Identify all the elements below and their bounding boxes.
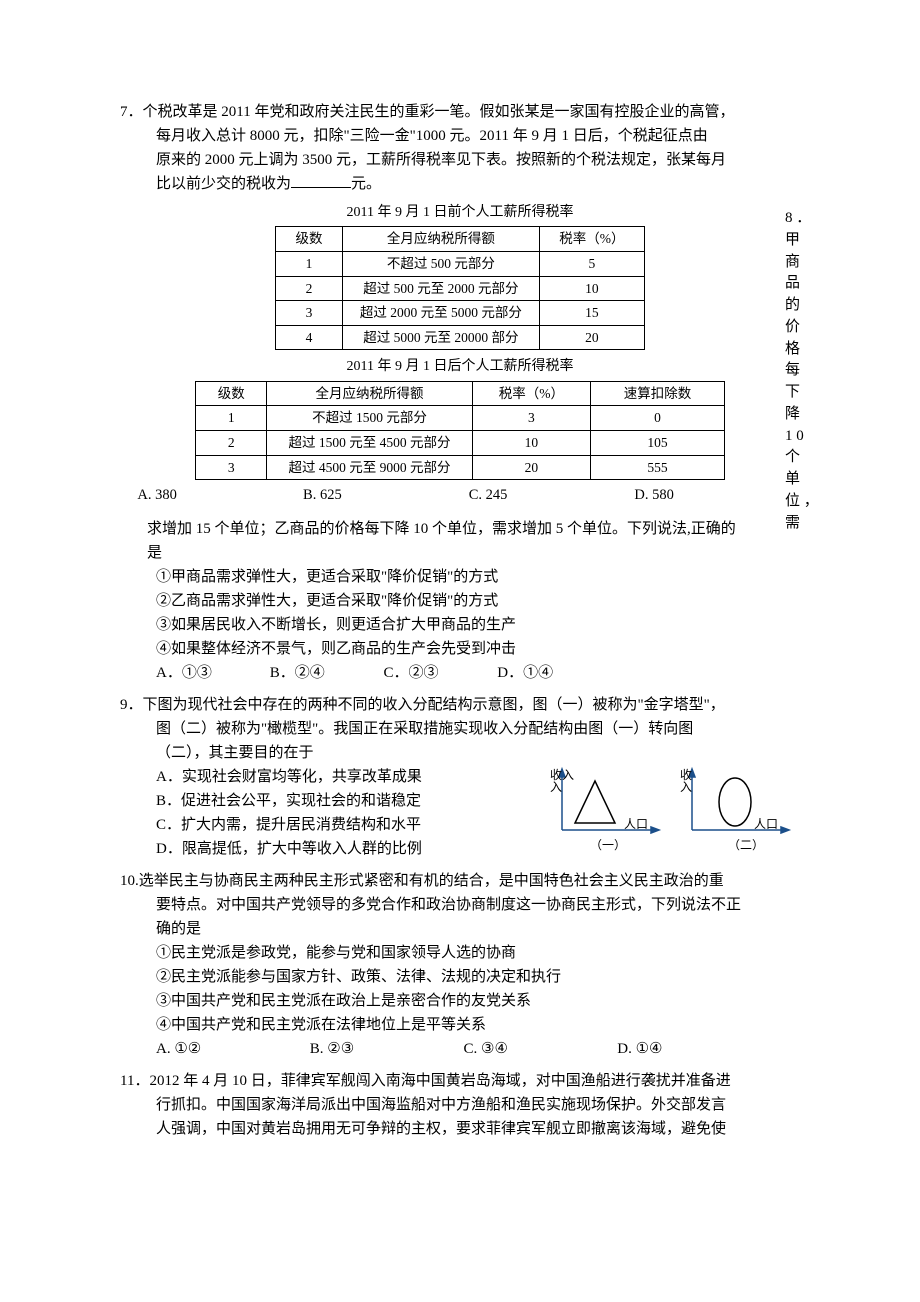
q8-o2: ②乙商品需求弹性大，更适合采取"降价促销"的方式 bbox=[120, 589, 800, 613]
t2-h1: 全月应纳税所得额 bbox=[267, 381, 472, 406]
q7-l3: 原来的 2000 元上调为 3500 元，工薪所得税率见下表。按照新的个税法规定… bbox=[120, 148, 800, 172]
t1r4c2: 超过 5000 元至 20000 部分 bbox=[342, 325, 539, 350]
t2r1c4: 0 bbox=[591, 406, 725, 431]
q7-line1: 7．个税改革是 2011 年党和政府关注民生的重彩一笔。假如张某是一家国有控股企… bbox=[120, 100, 800, 124]
t1r2c2: 超过 500 元至 2000 元部分 bbox=[342, 276, 539, 301]
q8-o1: ①甲商品需求弹性大，更适合采取"降价促销"的方式 bbox=[120, 565, 800, 589]
t1r3c2: 超过 2000 元至 5000 元部分 bbox=[342, 301, 539, 326]
q10-l2: 要特点。对中国共产党领导的多党合作和政治协商制度这一协商民主形式，下列说法不正 bbox=[120, 893, 800, 917]
blank-fill[interactable] bbox=[291, 172, 351, 188]
q10-opt-d[interactable]: D. ①④ bbox=[617, 1037, 767, 1061]
q7-number: 7． bbox=[120, 104, 143, 120]
q10-options: A. ①② B. ②③ C. ③④ D. ①④ bbox=[120, 1037, 800, 1061]
t2r1c1: 1 bbox=[196, 406, 267, 431]
question-10: 10.选举民主与协商民主两种民主形式紧密和有机的结合，是中国特色社会主义民主政治… bbox=[120, 869, 800, 1061]
t2-h2: 税率（%） bbox=[472, 381, 590, 406]
t2r2c2: 超过 1500 元至 4500 元部分 bbox=[267, 430, 472, 455]
t1r3c1: 3 bbox=[276, 301, 343, 326]
q7-l1: 个税改革是 2011 年党和政府关注民生的重彩一笔。假如张某是一家国有控股企业的… bbox=[143, 104, 735, 120]
t1r1c3: 5 bbox=[539, 251, 644, 276]
q7-opt-c[interactable]: C. 245 bbox=[469, 484, 635, 507]
q10-opt-a[interactable]: A. ①② bbox=[156, 1037, 306, 1061]
q8-o4: ④如果整体经济不景气，则乙商品的生产会先受到冲击 bbox=[120, 637, 800, 661]
t1r1c2: 不超过 500 元部分 bbox=[342, 251, 539, 276]
q10-o3: ③中国共产党和民主党派在政治上是亲密合作的友党关系 bbox=[120, 989, 800, 1013]
diag-x2: 人口 bbox=[754, 817, 778, 831]
t2-h3: 速算扣除数 bbox=[591, 381, 725, 406]
t1-h2: 税率（%） bbox=[539, 227, 644, 252]
q11-l2: 行抓扣。中国国家海洋局派出中国海监船对中方渔船和渔民实施现场保护。外交部发言 bbox=[120, 1093, 800, 1117]
q8-vertical-text: 8．甲商品的价格每下降10个单位，需 bbox=[785, 208, 800, 534]
t2r2c3: 10 bbox=[472, 430, 590, 455]
q11-line1: 11．2012 年 4 月 10 日，菲律宾军舰闯入南海中国黄岩岛海域，对中国渔… bbox=[120, 1069, 800, 1093]
t2r3c3: 20 bbox=[472, 455, 590, 480]
diag-x1: 人口 bbox=[624, 817, 648, 831]
t1r1c1: 1 bbox=[276, 251, 343, 276]
q7-options: A. 380 B. 625 C. 245 D. 580 bbox=[120, 482, 800, 509]
t2r3c1: 3 bbox=[196, 455, 267, 480]
q10-line1: 10.选举民主与协商民主两种民主形式紧密和有机的结合，是中国特色社会主义民主政治… bbox=[120, 869, 800, 893]
t2r1c2: 不超过 1500 元部分 bbox=[267, 406, 472, 431]
q8-cont1: 求增加 15 个单位；乙商品的价格每下降 10 个单位，需求增加 5 个单位。下… bbox=[120, 517, 800, 541]
table2-title: 2011 年 9 月 1 日后个人工薪所得税率 bbox=[120, 356, 800, 378]
tax-table-before: 级数 全月应纳税所得额 税率（%） 1不超过 500 元部分5 2超过 500 … bbox=[275, 226, 645, 350]
q7-l4b: 元。 bbox=[351, 176, 381, 192]
q8-opt-d[interactable]: D．①④ bbox=[497, 661, 607, 685]
q8-options: A．①③ B．②④ C．②③ D．①④ bbox=[120, 661, 800, 685]
q8-opt-c[interactable]: C．②③ bbox=[384, 661, 494, 685]
q9-number: 9． bbox=[120, 697, 143, 713]
q10-o1: ①民主党派是参政党，能参与党和国家领导人选的协商 bbox=[120, 941, 800, 965]
q7-l2: 每月收入总计 8000 元，扣除"三险一金"1000 元。2011 年 9 月 … bbox=[120, 124, 800, 148]
q8-cont2: 是 bbox=[120, 541, 800, 565]
q10-opt-c[interactable]: C. ③④ bbox=[464, 1037, 614, 1061]
q9-line1: 9．下图为现代社会中存在的两种不同的收入分配结构示意图，图（一）被称为"金字塔型… bbox=[120, 693, 800, 717]
diag-cap2: （二） bbox=[728, 838, 764, 852]
t1r2c3: 10 bbox=[539, 276, 644, 301]
t2-h0: 级数 bbox=[196, 381, 267, 406]
q8-opt-b[interactable]: B．②④ bbox=[270, 661, 380, 685]
t2r2c4: 105 bbox=[591, 430, 725, 455]
t1r4c3: 20 bbox=[539, 325, 644, 350]
t2r2c1: 2 bbox=[196, 430, 267, 455]
q7-opt-b[interactable]: B. 625 bbox=[303, 484, 469, 507]
q8-opt-a[interactable]: A．①③ bbox=[156, 661, 266, 685]
q10-number: 10. bbox=[120, 873, 139, 889]
q11-l3: 人强调，中国对黄岩岛拥用无可争辩的主权，要求菲律宾军舰立即撤离该海域，避免使 bbox=[120, 1117, 800, 1141]
income-distribution-diagram: 收入 入 人口 （一） 收 入 人口 （二） bbox=[540, 765, 800, 855]
q7-opt-d[interactable]: D. 580 bbox=[634, 484, 800, 507]
q10-o4: ④中国共产党和民主党派在法律地位上是平等关系 bbox=[120, 1013, 800, 1037]
t1-h1: 全月应纳税所得额 bbox=[342, 227, 539, 252]
t2r1c3: 3 bbox=[472, 406, 590, 431]
t2r3c4: 555 bbox=[591, 455, 725, 480]
question-8: 求增加 15 个单位；乙商品的价格每下降 10 个单位，需求增加 5 个单位。下… bbox=[120, 517, 800, 685]
q7-l4a: 比以前少交的税收为 bbox=[156, 176, 291, 192]
t1r4c1: 4 bbox=[276, 325, 343, 350]
q10-o2: ②民主党派能参与国家方针、政策、法律、法规的决定和执行 bbox=[120, 965, 800, 989]
svg-text:入: 入 bbox=[680, 780, 692, 794]
q11-l1: 2012 年 4 月 10 日，菲律宾军舰闯入南海中国黄岩岛海域，对中国渔船进行… bbox=[149, 1073, 730, 1089]
q10-opt-b[interactable]: B. ②③ bbox=[310, 1037, 460, 1061]
q9-l1: 下图为现代社会中存在的两种不同的收入分配结构示意图，图（一）被称为"金字塔型"， bbox=[143, 697, 725, 713]
t2r3c2: 超过 4500 元至 9000 元部分 bbox=[267, 455, 472, 480]
q10-l1: 选举民主与协商民主两种民主形式紧密和有机的结合，是中国特色社会主义民主政治的重 bbox=[139, 873, 724, 889]
q7-opt-a[interactable]: A. 380 bbox=[137, 484, 303, 507]
question-7: 7．个税改革是 2011 年党和政府关注民生的重彩一笔。假如张某是一家国有控股企… bbox=[120, 100, 800, 509]
q10-l3: 确的是 bbox=[120, 917, 800, 941]
q11-number: 11． bbox=[120, 1073, 149, 1089]
t1-h0: 级数 bbox=[276, 227, 343, 252]
t1r2c1: 2 bbox=[276, 276, 343, 301]
q7-l4: 比以前少交的税收为 元。 bbox=[120, 172, 800, 196]
diag-cap1: （一） bbox=[590, 838, 626, 852]
t1r3c3: 15 bbox=[539, 301, 644, 326]
q9-l2: 图（二）被称为"橄榄型"。我国正在采取措施实现收入分配结构由图（一）转向图 bbox=[120, 717, 800, 741]
question-11: 11．2012 年 4 月 10 日，菲律宾军舰闯入南海中国黄岩岛海域，对中国渔… bbox=[120, 1069, 800, 1141]
question-9: 9．下图为现代社会中存在的两种不同的收入分配结构示意图，图（一）被称为"金字塔型… bbox=[120, 693, 800, 861]
q8-o3: ③如果居民收入不断增长，则更适合扩大甲商品的生产 bbox=[120, 613, 800, 637]
tax-table-after: 级数 全月应纳税所得额 税率（%） 速算扣除数 1不超过 1500 元部分30 … bbox=[195, 381, 725, 480]
table1-title: 2011 年 9 月 1 日前个人工薪所得税率 bbox=[120, 202, 800, 224]
q9-l3: （二），其主要目的在于 bbox=[120, 741, 800, 765]
svg-text:入: 入 bbox=[550, 780, 562, 794]
